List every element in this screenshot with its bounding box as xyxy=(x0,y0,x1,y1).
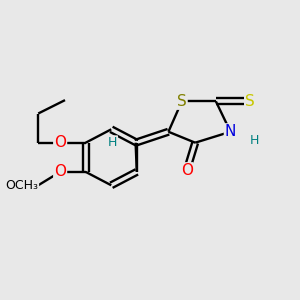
Text: H: H xyxy=(108,136,117,149)
Text: O: O xyxy=(54,135,66,150)
Text: N: N xyxy=(225,124,236,139)
Text: H: H xyxy=(250,134,260,147)
Text: O: O xyxy=(181,163,193,178)
Text: OCH₃: OCH₃ xyxy=(5,179,38,192)
Text: O: O xyxy=(54,164,66,179)
Text: S: S xyxy=(245,94,255,109)
Text: S: S xyxy=(177,94,187,109)
